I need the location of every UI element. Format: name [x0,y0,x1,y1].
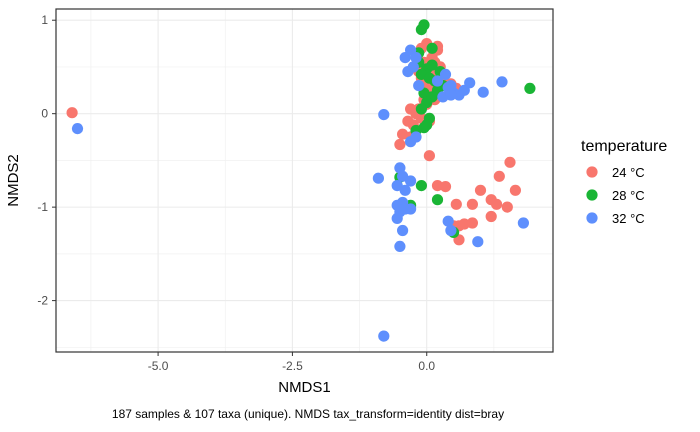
data-point [431,75,444,87]
y-axis-title: NMDS2 [5,154,22,207]
data-point [397,224,409,237]
data-point [378,330,390,342]
y-tick-label: 0 [41,107,48,121]
data-point [394,240,406,252]
data-point [421,119,433,131]
panel-border [55,8,554,353]
data-point [477,86,489,98]
data-point [442,215,454,227]
data-point [71,123,84,135]
plot-background [56,9,553,352]
legend-key [586,189,598,201]
legend-key [586,166,598,178]
data-point [372,172,384,184]
y-tick-label: 1 [41,13,48,27]
data-point [399,184,411,196]
data-point [504,156,516,168]
legend-label: 28 °C [612,188,645,203]
data-point [485,210,497,223]
data-point [413,80,425,92]
data-point [493,170,505,182]
data-point [491,198,503,210]
data-point [445,89,457,101]
data-point [423,150,435,162]
data-point [509,184,521,196]
x-tick-label: 0.0 [418,359,435,373]
x-tick-label: -2.5 [282,359,303,373]
data-point [410,52,422,64]
data-point [402,115,414,127]
data-point [410,131,422,143]
data-point [426,59,438,71]
data-point [445,224,457,237]
data-point [394,138,406,151]
legend-key [586,212,598,224]
data-point [418,19,430,31]
data-point [474,184,487,196]
data-point [66,107,78,119]
x-tick-label: -5.0 [148,359,169,373]
legend-label: 32 °C [612,211,645,226]
axis-ticks: -5.0 -2.5 0.0 -2 -1 0 1 [37,13,435,373]
data-point [394,162,406,174]
data-point [501,201,513,213]
data-point [391,212,403,224]
data-point [517,217,530,229]
data-point [415,180,427,192]
data-point [405,203,417,215]
data-point [426,42,438,54]
data-point [407,61,419,73]
legend-label: 24 °C [612,165,645,180]
data-point [405,175,417,187]
data-point [378,109,390,121]
data-point [496,76,508,88]
data-point [524,82,536,94]
data-points [66,19,536,342]
data-point [464,77,476,89]
legend: temperature 24 °C 28 °C 32 °C [581,138,667,226]
data-point [466,198,478,210]
data-point [450,198,462,210]
x-axis-title: NMDS1 [278,379,331,396]
data-point [445,80,457,92]
chart-caption: 187 samples & 107 taxa (unique). NMDS ta… [112,407,504,421]
data-point [405,103,417,115]
data-point [466,217,478,229]
data-point [431,194,444,206]
data-point [415,103,427,115]
data-point [439,68,452,80]
y-tick-label: -1 [37,200,48,214]
data-point [439,181,452,193]
grid [56,9,553,352]
data-point [472,236,484,248]
y-tick-label: -2 [37,294,48,308]
legend-title: temperature [581,138,667,155]
